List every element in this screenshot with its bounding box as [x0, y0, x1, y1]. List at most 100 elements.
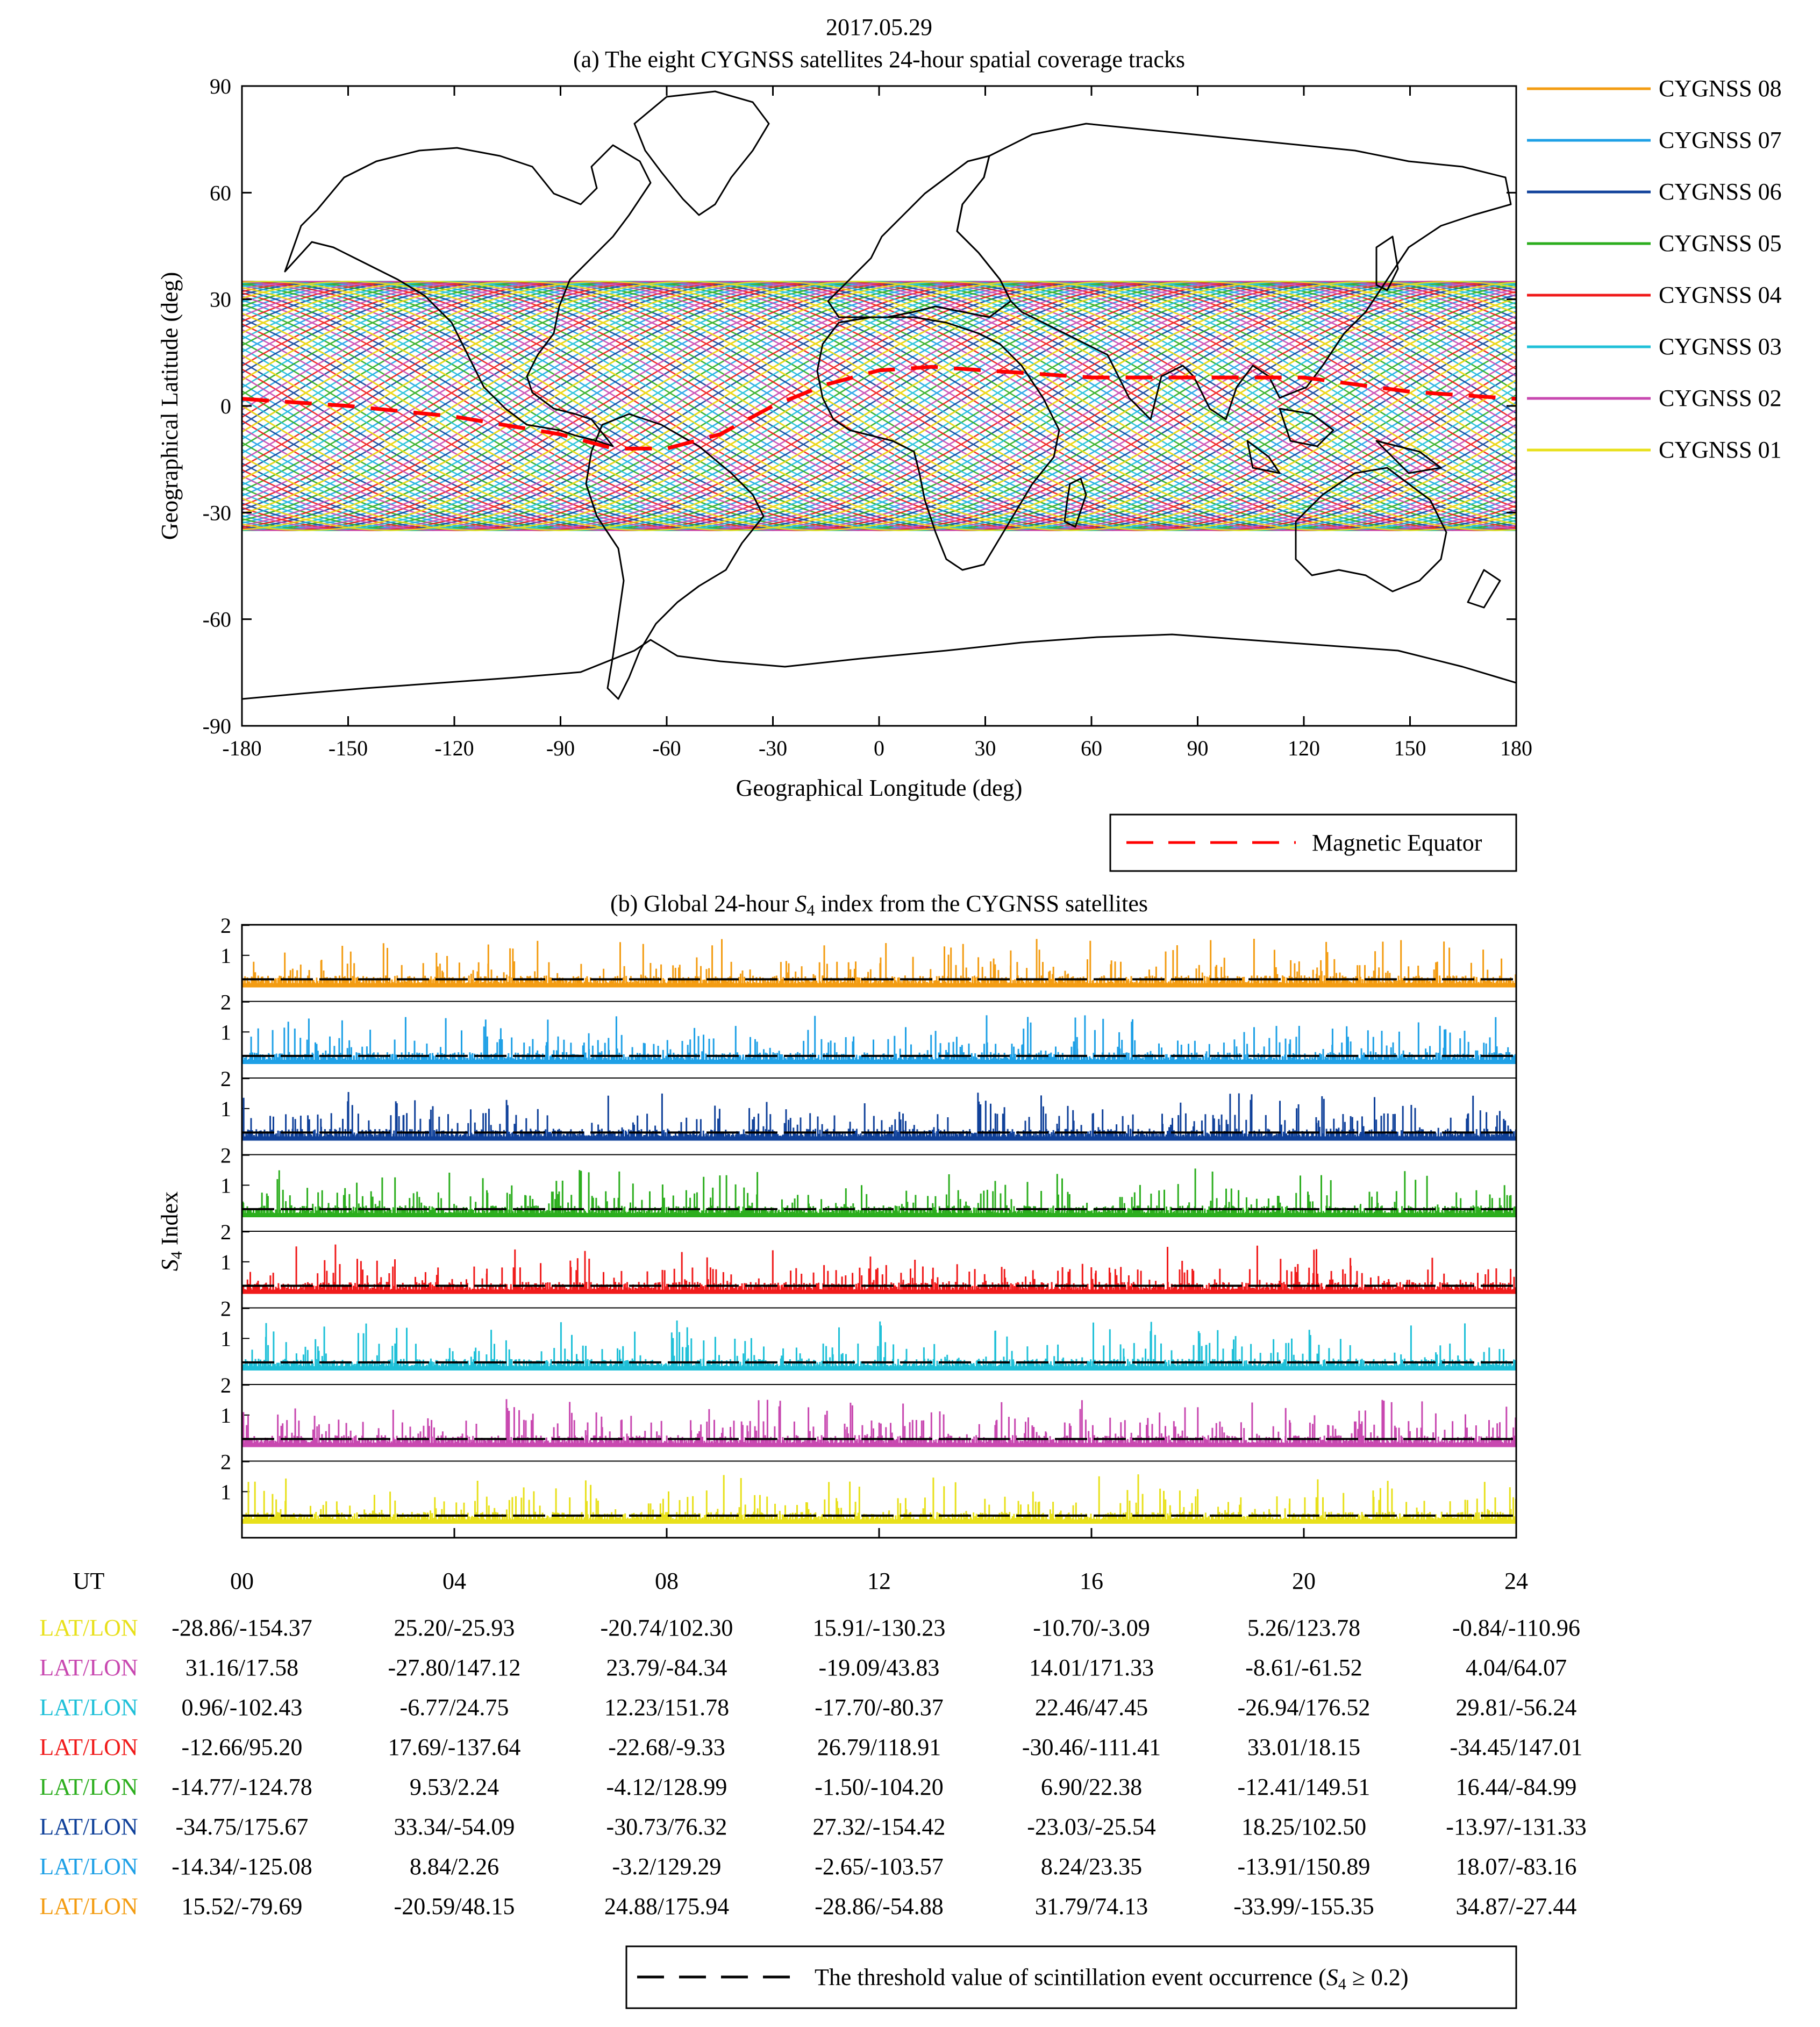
latlon-cell: 34.87/-27.44: [1456, 1893, 1577, 1919]
map-xtick-label: 0: [874, 736, 884, 760]
latlon-cell: 15.91/-130.23: [813, 1615, 946, 1641]
track-cygnss-04: [242, 281, 1516, 531]
s4-ytick-label: 1: [220, 1173, 231, 1197]
latlon-cell: 6.90/22.38: [1041, 1774, 1142, 1800]
latlon-cell: -30.73/76.32: [606, 1814, 727, 1840]
latlon-cell: -33.99/-155.35: [1233, 1893, 1374, 1919]
s4-spikes: [242, 1244, 1517, 1292]
latlon-cell: -20.74/102.30: [601, 1615, 733, 1641]
s4-ylabel-sub: 4: [168, 1251, 185, 1259]
threshold-legend-label: The threshold value of scintillation eve…: [815, 1964, 1409, 1993]
magnetic-equator-line: [242, 365, 1516, 451]
magnetic-equator-legend: Magnetic Equator: [1109, 813, 1517, 872]
latlon-cell: 24.88/175.94: [604, 1893, 729, 1919]
legend-label: CYGNSS 01: [1659, 437, 1782, 463]
map-xtick-label: 180: [1500, 736, 1532, 760]
s4-ytick-label: 2: [220, 913, 231, 938]
row-cygnss-01: 21: [220, 1450, 1517, 1524]
ut-tick-label: 04: [442, 1568, 466, 1594]
ut-tick-label: 12: [867, 1568, 891, 1594]
map-xtick-label: 90: [1187, 736, 1209, 760]
legend-label: CYGNSS 04: [1659, 282, 1782, 308]
latlon-cell: -34.45/147.01: [1450, 1734, 1583, 1760]
latlon-cell: 33.01/18.15: [1247, 1734, 1360, 1760]
map-ytick-label: -60: [203, 608, 231, 632]
ut-tick-label: 08: [655, 1568, 679, 1594]
latlon-row-label: LAT/LON: [39, 1893, 138, 1919]
ut-tick-label: 24: [1504, 1568, 1528, 1594]
latlon-cell: -2.65/-103.57: [815, 1853, 944, 1880]
latlon-cell: -26.94/176.52: [1238, 1694, 1371, 1721]
latlon-cell: -12.41/149.51: [1238, 1774, 1371, 1800]
row-cygnss-06: 21: [220, 1067, 1517, 1141]
latlon-cell: -12.66/95.20: [182, 1734, 303, 1760]
latlon-cell: -20.59/48.15: [394, 1893, 515, 1919]
latlon-cell: -22.68/-9.33: [608, 1734, 725, 1760]
s4-spikes: [242, 1321, 1516, 1368]
ut-tick-label: 16: [1080, 1568, 1103, 1594]
latlon-cell: -19.09/43.83: [819, 1654, 940, 1681]
latlon-cell: -13.97/-131.33: [1446, 1814, 1587, 1840]
latlon-cell: -23.03/-25.54: [1027, 1814, 1156, 1840]
row-cygnss-07: 21: [220, 990, 1516, 1064]
latlon-cell: -0.84/-110.96: [1452, 1615, 1580, 1641]
track-cygnss-01: [242, 281, 1516, 531]
latlon-cell: 8.84/2.26: [410, 1853, 499, 1880]
latlon-cell: 16.44/-84.99: [1456, 1774, 1577, 1800]
s4-ytick-label: 1: [220, 1097, 231, 1121]
latlon-cell: 18.07/-83.16: [1456, 1853, 1577, 1880]
threshold-legend-sub: 4: [1338, 1975, 1346, 1993]
legend-label: CYGNSS 05: [1659, 230, 1782, 256]
s4-ytick-label: 1: [220, 1480, 231, 1504]
latlon-cell: -13.91/150.89: [1238, 1853, 1371, 1880]
latlon-cell: 17.69/-137.64: [388, 1734, 521, 1760]
s4-ytick-label: 1: [220, 944, 231, 968]
threshold-legend-suffix: ≥ 0.2): [1346, 1964, 1409, 1990]
map-xtick-label: -60: [652, 736, 681, 760]
latlon-cell: -28.86/-54.88: [815, 1893, 944, 1919]
map-ylabel: Geographical Latitude (deg): [156, 272, 183, 540]
panel-a-title: (a) The eight CYGNSS satellites 24-hour …: [573, 46, 1185, 73]
s4-ytick-label: 1: [220, 1326, 231, 1351]
s4-spikes: [242, 1399, 1517, 1445]
s4-ylabel-suffix: Index: [156, 1191, 183, 1251]
threshold-legend: The threshold value of scintillation eve…: [625, 1945, 1517, 2009]
s4-ytick-label: 1: [220, 1250, 231, 1274]
panel-b-title: (b) Global 24-hour S4 index from the CYG…: [610, 890, 1148, 919]
map-xtick-label: -30: [759, 736, 787, 760]
latlon-cell: 14.01/171.33: [1029, 1654, 1154, 1681]
map-xtick-label: -90: [546, 736, 575, 760]
row-cygnss-04: 21: [220, 1220, 1517, 1294]
map-xtick-label: 120: [1288, 736, 1320, 760]
s4-ytick-label: 2: [220, 1297, 231, 1321]
latlon-cell: -1.50/-104.20: [815, 1774, 944, 1800]
latlon-cell: -6.77/24.75: [400, 1694, 509, 1721]
s4-ylabel: S4 Index: [156, 1191, 185, 1271]
magnetic-equator-legend-label: Magnetic Equator: [1312, 830, 1482, 856]
map-ytick-label: -90: [203, 714, 231, 738]
map-y-axis: 90 60 30 0 -30 -60 -90: [203, 74, 1516, 738]
latlon-row-label: LAT/LON: [39, 1734, 138, 1760]
threshold-legend-var: S: [1326, 1964, 1338, 1990]
latlon-cell: 26.79/118.91: [817, 1734, 941, 1760]
latlon-cell: -10.70/-3.09: [1033, 1615, 1150, 1641]
row-cygnss-08: 21: [220, 913, 1517, 988]
latlon-cell: 18.25/102.50: [1241, 1814, 1366, 1840]
s4-ytick-label: 2: [220, 990, 231, 1015]
map-xtick-label: -120: [434, 736, 474, 760]
latlon-cell: 29.81/-56.24: [1456, 1694, 1577, 1721]
latlon-row-label: LAT/LON: [39, 1814, 138, 1840]
ut-tick-label: 00: [230, 1568, 254, 1594]
map-xtick-label: -150: [329, 736, 368, 760]
latlon-cell: 8.24/23.35: [1041, 1853, 1142, 1880]
world-map: [242, 90, 1516, 700]
row-cygnss-02: 21: [220, 1373, 1517, 1447]
map-xlabel: Geographical Longitude (deg): [736, 775, 1023, 801]
s4-spikes: [241, 1474, 1517, 1522]
map-xtick-label: 30: [975, 736, 996, 760]
row-cygnss-03: 21: [220, 1297, 1516, 1371]
map-ytick-label: 30: [210, 288, 231, 312]
panel-b-title-var: S: [795, 890, 806, 917]
s4-ytick-label: 2: [220, 1450, 231, 1474]
latlon-cell: 12.23/151.78: [604, 1694, 729, 1721]
